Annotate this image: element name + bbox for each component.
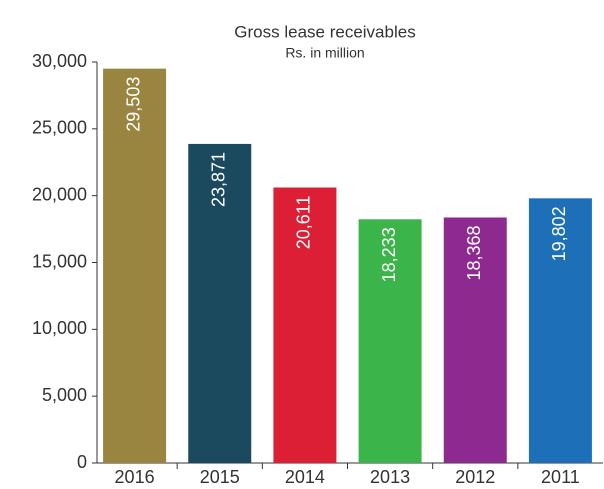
y-tick-label: 0 bbox=[77, 452, 87, 472]
x-tick-label: 2016 bbox=[115, 467, 155, 487]
bar bbox=[358, 219, 422, 463]
x-tick-label: 2012 bbox=[455, 467, 495, 487]
x-tick-label: 2014 bbox=[285, 467, 325, 487]
x-tick-label: 2013 bbox=[370, 467, 410, 487]
chart-title: Gross lease receivables bbox=[234, 22, 415, 41]
chart-subtitle: Rs. in million bbox=[285, 45, 364, 61]
y-tick-label: 25,000 bbox=[32, 118, 87, 138]
value-label: 29,503 bbox=[123, 77, 143, 132]
bar bbox=[103, 68, 167, 463]
bar bbox=[443, 217, 507, 463]
value-label: 18,233 bbox=[379, 227, 399, 282]
bar bbox=[528, 198, 592, 463]
x-tick-label: 2015 bbox=[200, 467, 240, 487]
x-tick-label: 2011 bbox=[541, 467, 580, 487]
y-tick-label: 20,000 bbox=[32, 184, 87, 204]
y-tick-label: 5,000 bbox=[42, 385, 87, 405]
y-tick-label: 30,000 bbox=[32, 51, 87, 71]
bar bbox=[273, 187, 337, 463]
value-label: 18,368 bbox=[464, 225, 484, 280]
y-tick-label: 15,000 bbox=[32, 251, 87, 271]
value-label: 19,802 bbox=[549, 206, 569, 261]
value-label: 23,871 bbox=[209, 152, 229, 207]
bar bbox=[188, 143, 252, 463]
y-tick-label: 10,000 bbox=[32, 318, 87, 338]
value-label: 20,611 bbox=[294, 195, 314, 249]
